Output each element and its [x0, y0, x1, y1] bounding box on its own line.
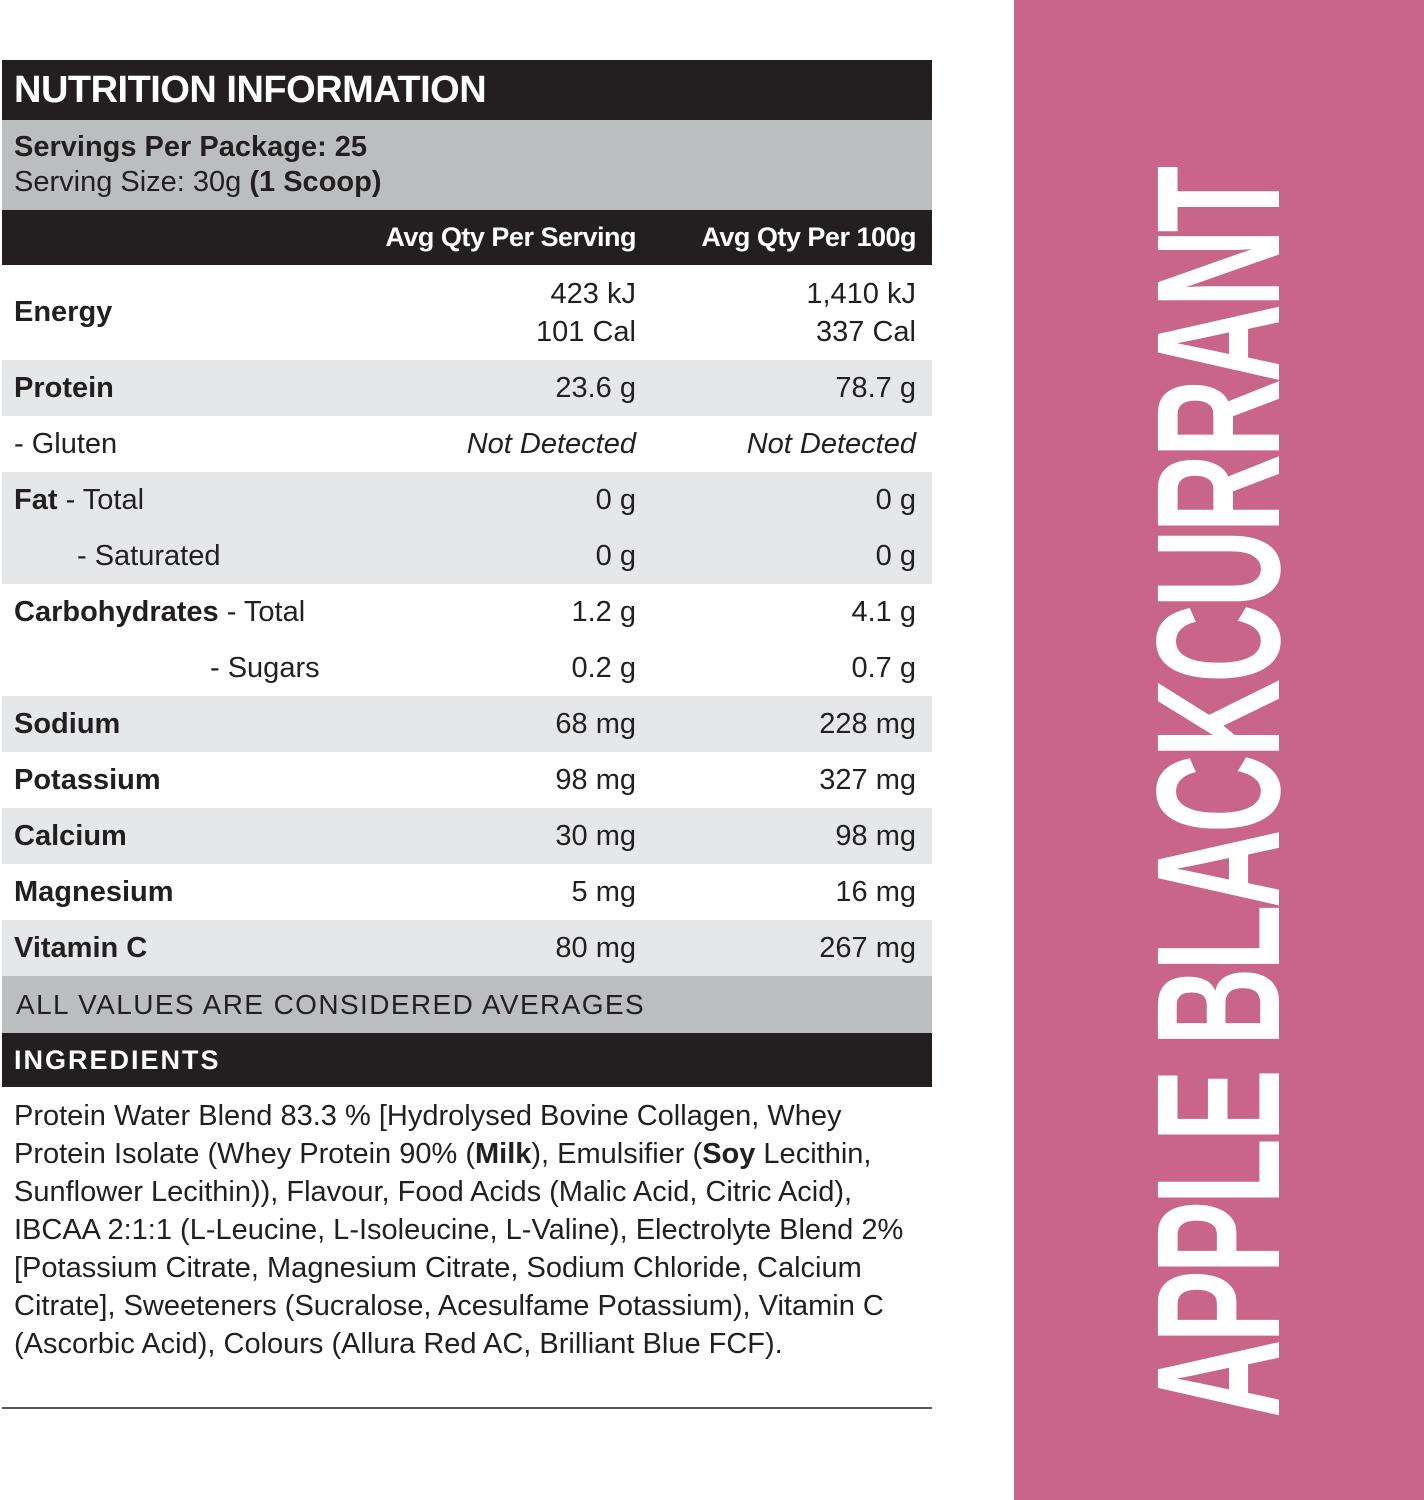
per-serving-value: 30 mg	[555, 819, 636, 852]
per-100g-value: 98 mg	[835, 819, 916, 852]
per-100g-value: 1,410 kJ 337 Cal	[636, 275, 916, 351]
flavour-banner	[1014, 0, 1424, 1500]
nutrient-name: Fat - Total	[2, 484, 362, 517]
per-serving-value: 98 mg	[555, 763, 636, 796]
per-100g-value: 327 mg	[819, 763, 916, 796]
per-100g-value: 0 g	[875, 539, 916, 572]
table-row-sugars: - Sugars 0.2 g 0.7 g	[2, 640, 932, 696]
per-100g-value: 16 mg	[835, 875, 916, 908]
energy-kj-serving: 423 kJ	[550, 277, 636, 310]
nutrient-name: Energy	[14, 296, 113, 328]
per-serving-value: 0 g	[595, 483, 636, 516]
per-serving-value: 1.2 g	[571, 595, 637, 628]
table-row-fat-saturated: - Saturated 0 g 0 g	[2, 528, 932, 584]
table-row-gluten: - Gluten Not Detected Not Detected	[2, 416, 932, 472]
nutrient-name: - Saturated	[77, 539, 221, 572]
table-row-vitamin-c: Vitamin C 80 mg 267 mg	[2, 920, 932, 976]
nutrient-main: Carbohydrates	[14, 595, 219, 628]
table-row-fat-total: Fat - Total 0 g 0 g	[2, 472, 932, 528]
per-serving-value: 0 g	[595, 539, 636, 572]
column-header-row: Avg Qty Per Serving Avg Qty Per 100g	[2, 210, 932, 265]
serving-size-value: Serving Size: 30g	[14, 166, 242, 198]
per-serving-value: 23.6 g	[555, 371, 636, 404]
nutrient-name: Carbohydrates - Total	[2, 596, 362, 629]
per-100g-value: Not Detected	[746, 427, 916, 460]
allergen-milk: Milk	[474, 1138, 532, 1170]
energy-cal-100g: 337 Cal	[816, 315, 916, 348]
per-100g-value: 0 g	[875, 483, 916, 516]
table-row-protein: Protein 23.6 g 78.7 g	[2, 360, 932, 416]
energy-kj-100g: 1,410 kJ	[806, 277, 916, 310]
nutrition-title: NUTRITION INFORMATION	[2, 60, 932, 120]
ingredients-heading: INGREDIENTS	[2, 1033, 932, 1087]
table-row-potassium: Potassium 98 mg 327 mg	[2, 752, 932, 808]
table-row-magnesium: Magnesium 5 mg 16 mg	[2, 864, 932, 920]
nutrient-name: - Gluten	[14, 427, 118, 460]
nutrient-name: Calcium	[14, 819, 127, 852]
flavour-name: APPLE BLACKCURRANT	[1121, 169, 1317, 1418]
nutrient-name: Potassium	[14, 763, 161, 796]
averages-note: ALL VALUES ARE CONSIDERED AVERAGES	[2, 976, 932, 1033]
per-100g-value: 267 mg	[819, 931, 916, 964]
per-100g-value: 228 mg	[819, 707, 916, 740]
nutrient-main: Fat	[14, 483, 58, 516]
serving-size: Serving Size: 30g (1 Scoop)	[14, 165, 920, 200]
ingredients-text: Protein Water Blend 83.3 % [Hydrolysed B…	[2, 1087, 932, 1409]
allergen-soy: Soy	[702, 1138, 756, 1170]
serving-size-scoop: (1 Scoop)	[249, 166, 382, 198]
column-header-per-100g: Avg Qty Per 100g	[701, 222, 916, 252]
per-100g-value: 78.7 g	[835, 371, 916, 404]
nutrition-panel: NUTRITION INFORMATION Servings Per Packa…	[2, 60, 932, 1409]
servings-per-package: Servings Per Package: 25	[14, 131, 368, 163]
per-serving-value: 423 kJ 101 Cal	[362, 275, 636, 351]
nutrient-name: Magnesium	[14, 875, 174, 908]
per-serving-value: 80 mg	[555, 931, 636, 964]
per-serving-value: 5 mg	[571, 875, 636, 908]
nutrient-name: - Sugars	[210, 651, 320, 684]
table-row-sodium: Sodium 68 mg 228 mg	[2, 696, 932, 752]
nutrient-name: Sodium	[14, 707, 121, 740]
table-row-energy: Energy 423 kJ 101 Cal 1,410 kJ 337 Cal	[2, 265, 932, 360]
nutrient-sub: - Total	[226, 595, 306, 628]
per-serving-value: 68 mg	[555, 707, 636, 740]
table-row-calcium: Calcium 30 mg 98 mg	[2, 808, 932, 864]
ingredients-part: Protein Water Blend 83.3 % [Hydrolysed B…	[14, 1100, 842, 1170]
flavour-name-text: APPLE BLACKCURRANT	[1121, 169, 1317, 1418]
per-serving-value: Not Detected	[466, 427, 636, 460]
per-100g-value: 4.1 g	[851, 595, 917, 628]
nutrient-name: Protein	[14, 371, 114, 404]
per-serving-value: 0.2 g	[571, 651, 637, 684]
ingredients-part: Lecithin, Sunflower Lecithin)), Flavour,…	[14, 1138, 904, 1360]
per-100g-value: 0.7 g	[851, 651, 917, 684]
column-header-per-serving: Avg Qty Per Serving	[385, 222, 636, 252]
ingredients-part: ), Emulsifier (	[531, 1138, 703, 1170]
table-row-carbohydrates-total: Carbohydrates - Total 1.2 g 4.1 g	[2, 584, 932, 640]
nutrient-sub: - Total	[65, 483, 145, 516]
energy-cal-serving: 101 Cal	[536, 315, 636, 348]
nutrient-name: Vitamin C	[14, 931, 148, 964]
servings-block: Servings Per Package: 25 Serving Size: 3…	[2, 120, 932, 210]
